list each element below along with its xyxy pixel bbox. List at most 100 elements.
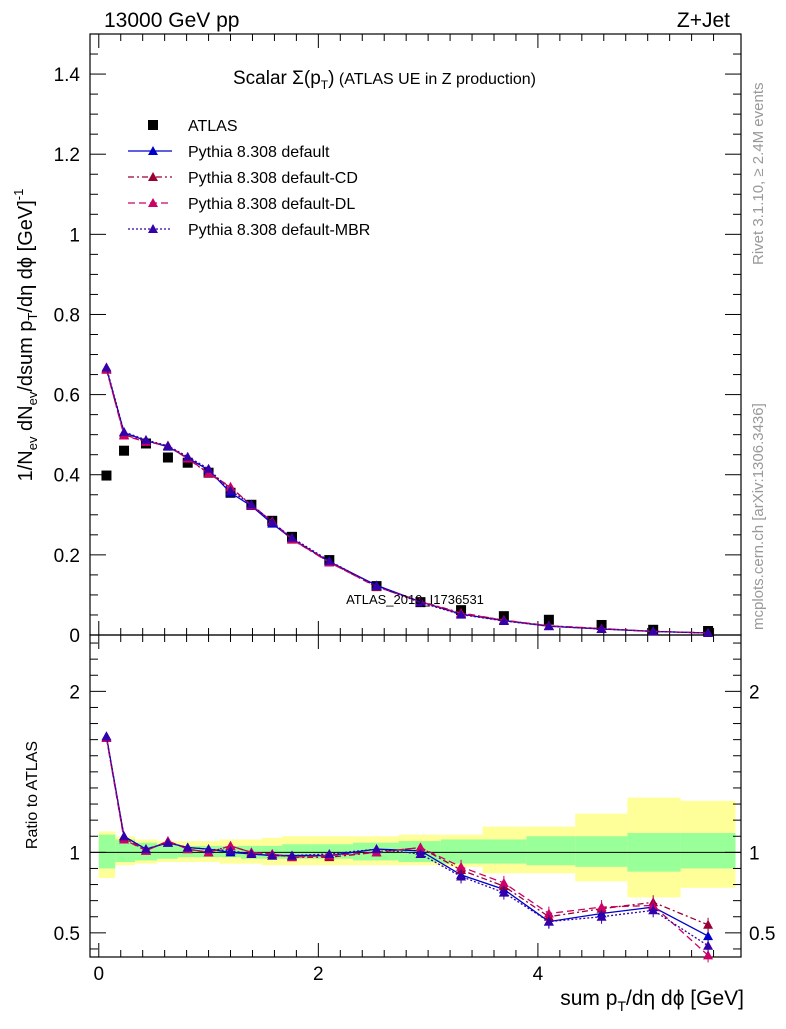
data-point-triangle — [703, 919, 714, 929]
data-point-triangle — [648, 905, 659, 915]
ratio-band-green — [526, 836, 576, 866]
y-tick-label-right: 2 — [749, 682, 760, 703]
data-point-triangle — [498, 615, 509, 625]
data-point-triangle — [246, 499, 257, 509]
atlas-data-point — [119, 445, 130, 456]
data-point-triangle — [162, 440, 173, 450]
data-point-triangle — [148, 146, 158, 155]
y-tick-label: 1 — [69, 843, 80, 864]
atlas-data-point — [162, 452, 173, 463]
data-point-triangle — [101, 362, 112, 372]
data-point-triangle — [456, 871, 467, 881]
rivet-version-label: Rivet 3.1.10, ≥ 2.4M events — [750, 83, 767, 266]
data-point-triangle — [324, 555, 335, 565]
legend: ATLAS Pythia 8.308 default Pythia 8.308 de… — [128, 118, 370, 239]
legend-label: Pythia 8.308 default-DL — [188, 196, 355, 213]
y-tick-label: 0.4 — [54, 466, 81, 487]
legend-label: Pythia 8.308 default — [188, 144, 330, 161]
legend-label: Pythia 8.308 default-MBR — [188, 222, 370, 239]
data-point-triangle — [162, 837, 173, 847]
y-tick-label: 1.2 — [54, 145, 80, 166]
data-point-triangle — [456, 861, 467, 871]
panel-border — [89, 634, 742, 958]
x-axis-label: sum pT/dη dϕ [GeV] — [560, 987, 744, 1014]
data-point-triangle — [648, 626, 659, 636]
data-point-triangle — [101, 731, 112, 741]
main-title: Scalar Σ(pT) (ATLAS UE in Z production) — [233, 68, 536, 92]
y-tick-label: 0.6 — [54, 386, 80, 407]
data-point-triangle — [543, 908, 554, 918]
ratio-band-green — [482, 839, 527, 864]
x-tick-label: 0 — [93, 964, 104, 985]
data-point-triangle — [596, 911, 607, 921]
atlas-data-point — [182, 457, 193, 468]
y-tick-label-right: 0.5 — [749, 924, 775, 945]
y-tick-label: 2 — [69, 682, 80, 703]
legend-label: ATLAS — [188, 118, 238, 135]
data-point-triangle — [703, 940, 714, 950]
data-point-triangle — [225, 840, 236, 850]
ratio-band-green — [98, 834, 116, 869]
data-point-triangle — [182, 842, 193, 852]
atlas-data-point — [101, 470, 112, 481]
data-point-triangle — [543, 621, 554, 631]
data-point-triangle — [225, 485, 236, 495]
data-point-triangle — [703, 931, 714, 941]
data-point-triangle — [415, 842, 426, 852]
y-tick-label: 1.4 — [54, 65, 81, 86]
y-axis-label-main: 1/Nev dNev/dsum pT/dη dϕ [GeV]-1 — [11, 189, 40, 482]
y-axis-label-ratio: Ratio to ATLAS — [24, 741, 41, 849]
header-right: Z+Jet — [677, 9, 730, 32]
analysis-watermark: ATLAS_2019_I1736531 — [346, 592, 484, 607]
data-point-triangle — [246, 848, 257, 858]
ratio-band-green — [575, 836, 628, 867]
data-point-triangle — [267, 850, 278, 860]
data-point-triangle — [182, 451, 193, 461]
x-tick-label: 2 — [313, 964, 324, 985]
data-point-triangle — [371, 844, 382, 854]
ratio-series-layer — [101, 731, 714, 963]
data-point-triangle — [119, 426, 130, 436]
data-point-triangle — [703, 950, 714, 960]
header-left: 13000 GeV pp — [104, 9, 239, 32]
atlas-data-point — [543, 614, 554, 625]
data-point-triangle — [371, 581, 382, 591]
data-point-triangle — [596, 623, 607, 633]
data-point-triangle — [267, 517, 278, 527]
data-point-triangle — [324, 848, 335, 858]
data-point-triangle — [543, 916, 554, 926]
ratio-band-green — [156, 844, 178, 859]
ratio-band-green — [440, 839, 483, 864]
y-tick-label: 0 — [69, 626, 80, 647]
y-tick-label: 0.2 — [54, 546, 80, 567]
y-tick-label-right: 1 — [749, 843, 760, 864]
data-point-triangle — [286, 850, 297, 860]
data-point-triangle — [119, 831, 130, 841]
data-point-triangle — [203, 463, 214, 473]
data-point-triangle — [148, 224, 158, 233]
data-point-triangle — [703, 627, 714, 637]
legend-label: Pythia 8.308 default-CD — [188, 170, 358, 187]
legend-marker-square — [148, 120, 158, 130]
data-point-triangle — [415, 597, 426, 607]
ratio-uncertainty-bands — [98, 797, 736, 898]
ratio-plot-frame: 0.5 0.5 1 1 2 2 0 2 4 — [54, 634, 775, 985]
y-tick-label: 1 — [69, 225, 80, 246]
x-tick-label: 4 — [533, 964, 544, 985]
ratio-band-green — [680, 833, 736, 869]
data-point-triangle — [140, 844, 151, 854]
data-point-triangle — [140, 434, 151, 444]
main-series-layer — [101, 362, 714, 637]
y-tick-label: 0.8 — [54, 305, 80, 326]
data-point-triangle — [415, 848, 426, 858]
data-point-triangle — [596, 902, 607, 912]
data-point-triangle — [498, 877, 509, 887]
data-point-triangle — [498, 887, 509, 897]
data-point-triangle — [286, 532, 297, 542]
data-point-triangle — [148, 198, 158, 207]
y-tick-label: 0.5 — [54, 924, 80, 945]
data-point-triangle — [225, 845, 236, 855]
data-point-triangle — [148, 172, 158, 181]
